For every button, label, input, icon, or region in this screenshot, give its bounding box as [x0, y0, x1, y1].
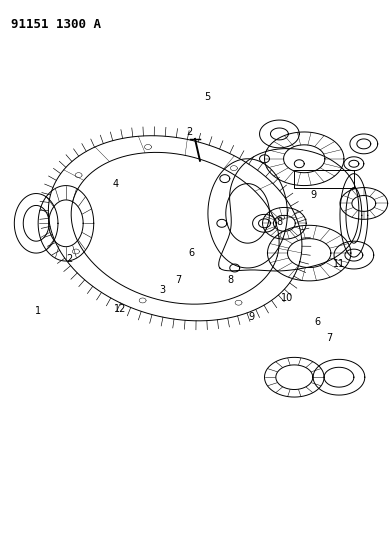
Text: 4: 4 [113, 180, 119, 189]
Text: 2: 2 [187, 126, 193, 136]
Text: 12: 12 [114, 304, 126, 314]
Text: 9: 9 [249, 312, 255, 322]
Text: 91151 1300 A: 91151 1300 A [11, 18, 101, 31]
Text: 11: 11 [333, 259, 345, 269]
Text: 2: 2 [66, 254, 72, 263]
Text: 7: 7 [326, 333, 333, 343]
Text: 6: 6 [315, 317, 321, 327]
Text: 5: 5 [204, 92, 210, 102]
Text: 8: 8 [228, 274, 233, 285]
Text: 10: 10 [281, 293, 293, 303]
Text: 6: 6 [188, 248, 195, 259]
Text: 1: 1 [35, 306, 41, 317]
Text: 3: 3 [160, 285, 165, 295]
Text: 8: 8 [276, 216, 282, 227]
Text: 9: 9 [311, 190, 317, 200]
Text: 7: 7 [175, 274, 181, 285]
